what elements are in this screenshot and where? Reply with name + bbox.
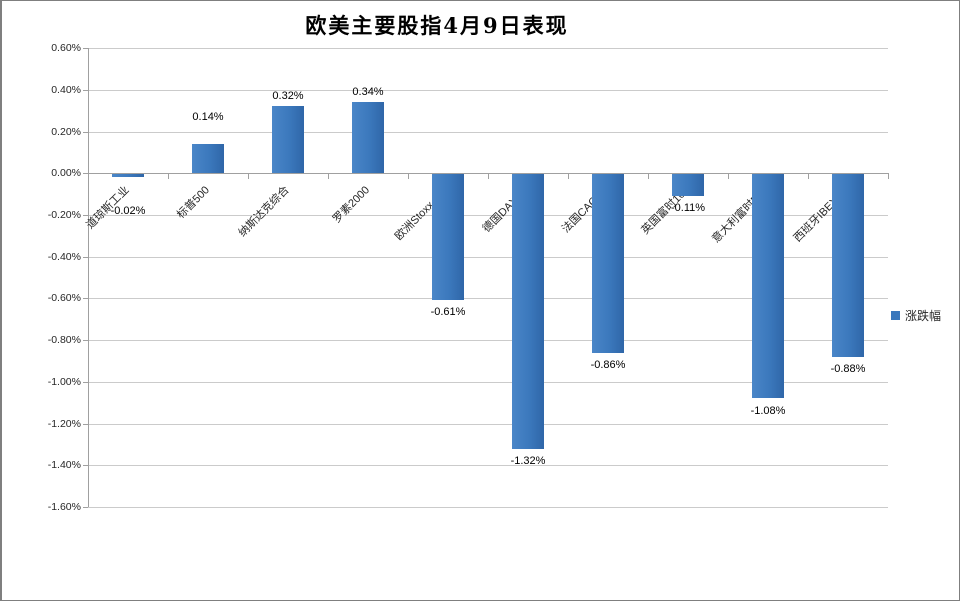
y-axis-tick: [83, 465, 88, 467]
y-axis-tick: [83, 298, 88, 300]
y-tick-label: -0.80%: [47, 334, 81, 347]
bar: [192, 144, 224, 174]
bar-value-label: 0.34%: [352, 86, 384, 99]
x-axis-tick: [88, 173, 89, 180]
gridline: [88, 423, 888, 425]
bar: [352, 102, 384, 174]
y-axis-tick: [83, 48, 88, 49]
y-axis-tick: [83, 423, 88, 425]
y-axis-tick: [83, 340, 88, 342]
y-tick-label: -1.40%: [47, 459, 81, 472]
gridline: [88, 89, 888, 91]
y-axis-tick: [83, 89, 88, 91]
y-tick-label: 0.40%: [51, 83, 81, 96]
bar-value-label: -0.11%: [670, 202, 706, 215]
bar: [432, 174, 464, 301]
y-tick-label: -0.60%: [47, 292, 81, 305]
bar: [672, 174, 704, 197]
x-axis-tick: [728, 173, 729, 180]
bar: [752, 174, 784, 399]
bar-value-label: 0.32%: [272, 90, 304, 103]
y-axis-tick: [83, 173, 88, 175]
gridline: [88, 214, 888, 216]
gridline: [88, 256, 888, 258]
bar-value-label: -1.32%: [510, 454, 546, 467]
bar-value-label: -0.86%: [590, 358, 626, 371]
x-axis-tick: [488, 173, 489, 180]
y-axis-tick: [83, 214, 88, 216]
x-axis-tick: [328, 173, 329, 180]
gridline: [88, 340, 888, 342]
y-tick-label: 0.60%: [51, 42, 81, 54]
y-axis-tick: [83, 131, 88, 133]
category-label: 标普500: [174, 184, 212, 222]
bar-value-label: -0.88%: [830, 362, 866, 375]
bar: [112, 174, 144, 178]
y-tick-label: 0.00%: [51, 167, 81, 180]
bar: [272, 106, 304, 174]
bar: [512, 174, 544, 449]
y-tick-label: -1.00%: [47, 375, 81, 388]
gridline: [88, 298, 888, 300]
gridline: [88, 381, 888, 383]
y-tick-label: 0.20%: [51, 125, 81, 138]
x-axis-tick: [568, 173, 569, 180]
bar-value-label: -0.61%: [430, 306, 466, 319]
y-tick-label: -0.20%: [47, 208, 81, 221]
bar: [832, 174, 864, 357]
x-axis-tick: [408, 173, 409, 180]
category-label: 罗素2000: [330, 184, 372, 226]
gridline: [88, 48, 888, 49]
gridline: [88, 131, 888, 133]
legend-swatch-icon: [891, 311, 900, 320]
bar-value-label: 0.14%: [192, 111, 224, 123]
chart-title: 欧美主要股指4月9日表现: [305, 13, 569, 38]
x-axis-tick: [168, 173, 169, 180]
x-axis-tick: [248, 173, 249, 180]
bar: [592, 174, 624, 353]
bar-value-label: -0.02%: [110, 205, 146, 218]
y-axis-tick: [83, 507, 88, 508]
y-tick-label: -0.40%: [47, 250, 81, 263]
y-tick-label: -1.20%: [47, 417, 81, 430]
gridline: [88, 465, 888, 467]
y-axis-line: [88, 48, 89, 507]
legend: 涨跌幅: [891, 307, 941, 324]
x-axis-tick: [888, 173, 889, 180]
category-label: 纳斯达克综合: [236, 184, 292, 240]
gridline: [88, 507, 888, 508]
y-tick-label: -1.60%: [47, 501, 81, 513]
y-axis-tick: [83, 381, 88, 383]
bar-value-label: -1.08%: [750, 404, 786, 417]
legend-label: 涨跌幅: [905, 309, 942, 323]
x-axis-tick: [808, 173, 809, 180]
y-axis-tick: [83, 256, 88, 258]
x-axis-tick: [648, 173, 649, 180]
